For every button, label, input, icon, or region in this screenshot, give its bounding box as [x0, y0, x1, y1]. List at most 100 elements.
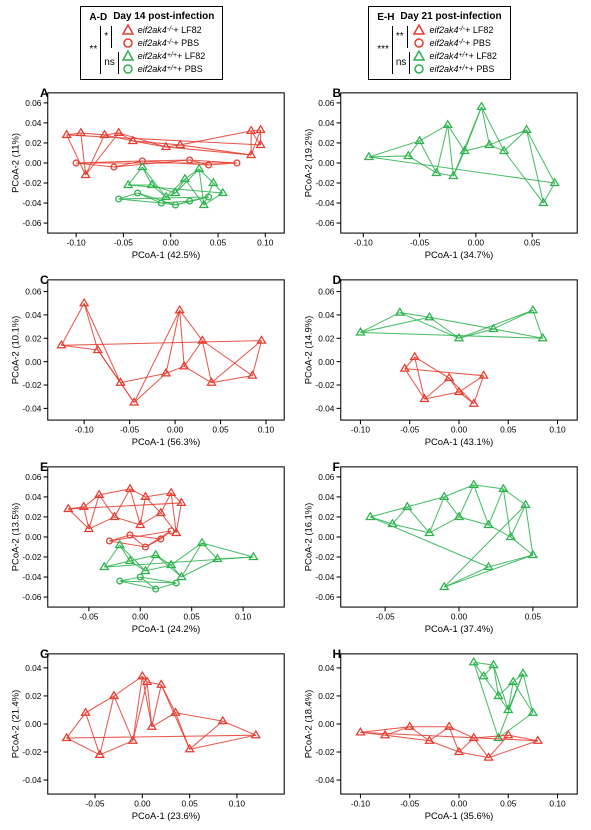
panel-C: C-0.10-0.050.000.050.10-0.04-0.020.000.0… [8, 269, 291, 452]
svg-text:0.00: 0.00 [25, 532, 42, 542]
svg-text:-0.06: -0.06 [315, 592, 334, 602]
svg-text:-0.02: -0.02 [315, 552, 334, 562]
svg-text:PCoA-1 (42.5%): PCoA-1 (42.5%) [132, 249, 201, 260]
svg-text:-0.10: -0.10 [353, 238, 372, 248]
sig-bottom: ns [396, 57, 407, 68]
svg-text:-0.02: -0.02 [22, 178, 41, 188]
svg-text:-0.02: -0.02 [315, 178, 334, 188]
svg-text:0.02: 0.02 [25, 691, 42, 701]
svg-text:-0.06: -0.06 [22, 218, 41, 228]
svg-text:PCoA-1 (34.7%): PCoA-1 (34.7%) [424, 249, 493, 260]
triangle-icon [122, 50, 134, 62]
svg-text:0.04: 0.04 [318, 663, 335, 673]
panel-G: G-0.050.000.050.10-0.04-0.020.000.020.04… [8, 643, 291, 826]
svg-text:-0.05: -0.05 [79, 611, 98, 621]
svg-text:0.06: 0.06 [318, 287, 335, 297]
svg-text:-0.04: -0.04 [22, 403, 41, 413]
circle-icon [122, 37, 134, 49]
panel-F: F-0.050.000.05-0.06-0.04-0.020.000.020.0… [301, 456, 584, 639]
svg-text:0.10: 0.10 [549, 798, 566, 808]
panel-D: D-0.10-0.050.000.050.10-0.04-0.020.000.0… [301, 269, 584, 452]
svg-text:-0.05: -0.05 [400, 798, 419, 808]
svg-text:0.00: 0.00 [318, 158, 335, 168]
svg-text:0.00: 0.00 [450, 424, 467, 434]
sig-bottom: ns [104, 57, 115, 68]
svg-text:-0.04: -0.04 [315, 198, 334, 208]
svg-text:-0.04: -0.04 [315, 775, 334, 785]
svg-text:0.06: 0.06 [25, 287, 42, 297]
svg-text:0.00: 0.00 [132, 611, 149, 621]
svg-text:0.00: 0.00 [318, 532, 335, 542]
legend-box: E-HDay 21 post-infection*****nseif2ak4-/… [368, 6, 510, 80]
svg-text:PCoA-2 (10.1%): PCoA-2 (10.1%) [9, 316, 20, 385]
panel-label: F [333, 460, 340, 474]
svg-text:0.05: 0.05 [524, 611, 541, 621]
panel-label: D [333, 273, 342, 287]
svg-text:PCoA-1 (23.6%): PCoA-1 (23.6%) [132, 810, 201, 821]
panel-label: A [40, 86, 49, 100]
svg-text:0.04: 0.04 [318, 118, 335, 128]
circle-icon [122, 63, 134, 75]
svg-text:-0.05: -0.05 [375, 611, 394, 621]
legend-item: eif2ak4+/+ + PBS [122, 63, 205, 75]
svg-text:-0.10: -0.10 [67, 238, 86, 248]
panel-B: B-0.10-0.050.000.05-0.06-0.04-0.020.000.… [301, 82, 584, 265]
svg-text:-0.02: -0.02 [22, 552, 41, 562]
svg-text:0.02: 0.02 [318, 691, 335, 701]
svg-text:-0.10: -0.10 [350, 798, 369, 808]
svg-text:PCoA-1 (43.1%): PCoA-1 (43.1%) [424, 436, 493, 447]
panel-label: H [333, 647, 342, 661]
panel-E: E-0.050.000.050.10-0.06-0.04-0.020.000.0… [8, 456, 291, 639]
svg-text:PCoA-2 (16.1%): PCoA-2 (16.1%) [302, 502, 313, 571]
svg-text:PCoA-2 (18.4%): PCoA-2 (18.4%) [302, 689, 313, 758]
legend-item: eif2ak4+/+ + LF82 [413, 50, 496, 62]
triangle-icon [413, 24, 425, 36]
svg-text:PCoA-2 (14.9%): PCoA-2 (14.9%) [302, 316, 313, 385]
svg-text:0.00: 0.00 [318, 357, 335, 367]
svg-text:-0.05: -0.05 [410, 238, 429, 248]
sig-outer: ** [89, 44, 97, 55]
svg-text:0.05: 0.05 [181, 798, 198, 808]
svg-text:0.05: 0.05 [210, 238, 227, 248]
svg-text:-0.05: -0.05 [86, 798, 105, 808]
svg-text:0.00: 0.00 [450, 611, 467, 621]
sig-top: * [104, 31, 108, 42]
sig-outer: *** [377, 44, 389, 55]
svg-text:0.00: 0.00 [450, 798, 467, 808]
svg-text:0.00: 0.00 [467, 238, 484, 248]
svg-text:0.00: 0.00 [25, 357, 42, 367]
svg-text:0.04: 0.04 [318, 310, 335, 320]
svg-text:0.05: 0.05 [184, 611, 201, 621]
legend-item: eif2ak4-/- + LF82 [413, 24, 496, 36]
svg-text:PCoA-2 (11%): PCoA-2 (11%) [9, 133, 20, 193]
svg-text:-0.04: -0.04 [22, 775, 41, 785]
circle-icon [413, 37, 425, 49]
svg-text:0.05: 0.05 [524, 238, 541, 248]
svg-text:0.10: 0.10 [257, 238, 274, 248]
svg-text:PCoA-1 (37.4%): PCoA-1 (37.4%) [424, 623, 493, 634]
svg-text:0.02: 0.02 [318, 138, 335, 148]
panel-label: B [333, 86, 342, 100]
svg-text:0.02: 0.02 [318, 333, 335, 343]
svg-text:0.00: 0.00 [163, 238, 180, 248]
svg-text:0.10: 0.10 [258, 424, 275, 434]
panel-H: H-0.10-0.050.000.050.10-0.04-0.020.000.0… [301, 643, 584, 826]
svg-text:0.10: 0.10 [235, 611, 252, 621]
svg-text:-0.04: -0.04 [315, 403, 334, 413]
panel-label: G [40, 647, 49, 661]
triangle-icon [413, 50, 425, 62]
svg-text:PCoA-1 (56.3%): PCoA-1 (56.3%) [132, 436, 201, 447]
svg-text:-0.05: -0.05 [120, 424, 139, 434]
legend-items: eif2ak4-/- + LF82eif2ak4-/- + PBSeif2ak4… [122, 24, 205, 75]
legend-item: eif2ak4+/+ + LF82 [122, 50, 205, 62]
svg-text:0.02: 0.02 [25, 512, 42, 522]
svg-text:PCoA-1 (35.6%): PCoA-1 (35.6%) [424, 810, 493, 821]
legend-title: Day 21 post-infection [400, 11, 501, 22]
svg-text:0.00: 0.00 [167, 424, 184, 434]
svg-text:0.00: 0.00 [318, 719, 335, 729]
svg-text:-0.10: -0.10 [75, 424, 94, 434]
svg-text:-0.10: -0.10 [350, 424, 369, 434]
svg-text:0.04: 0.04 [25, 118, 42, 128]
panel-A: A-0.10-0.050.000.050.10-0.06-0.04-0.020.… [8, 82, 291, 265]
svg-text:-0.02: -0.02 [22, 380, 41, 390]
